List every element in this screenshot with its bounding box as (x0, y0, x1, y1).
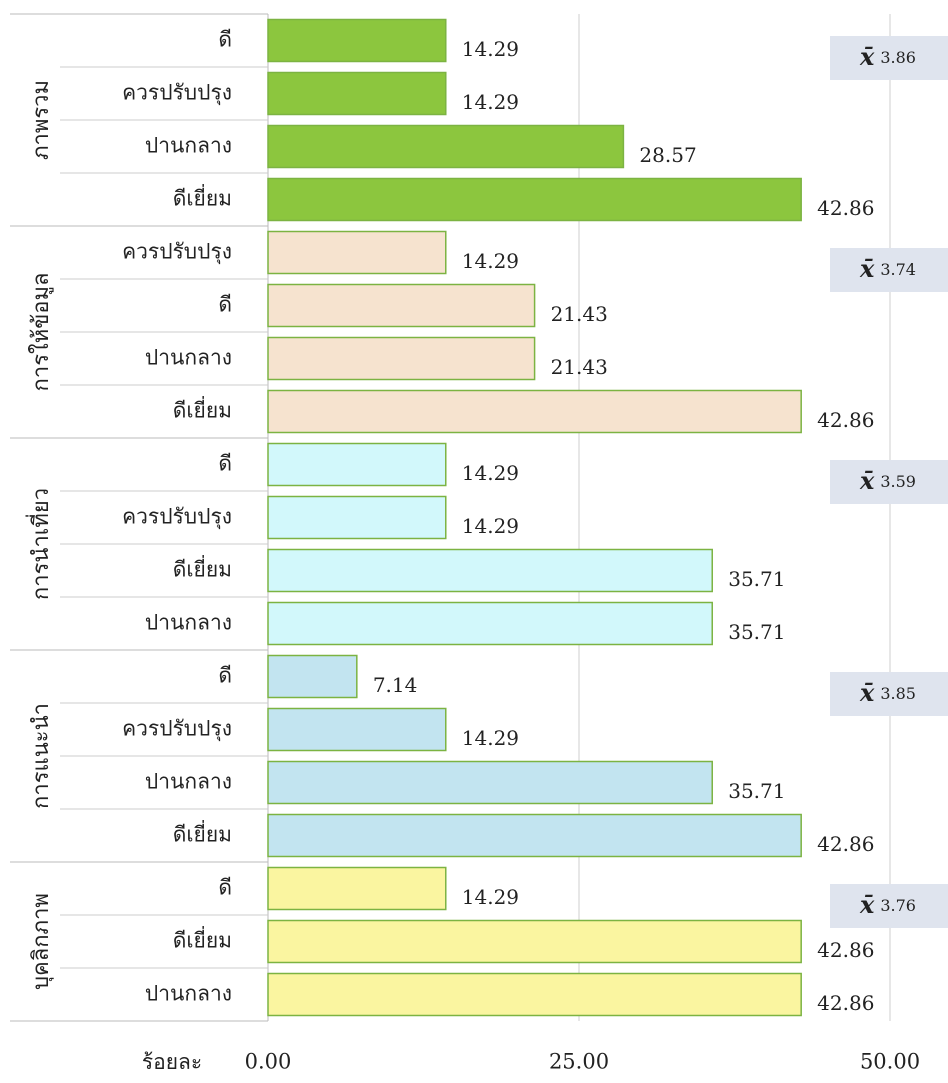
mean-badge (830, 672, 948, 716)
bar (267, 18, 447, 63)
bar (267, 707, 447, 752)
bar (267, 124, 625, 169)
bar (267, 548, 713, 593)
value-label: 42.86 (817, 991, 874, 1015)
mean-symbol: x̄ (859, 678, 875, 707)
mean-value: 3.86 (880, 48, 916, 67)
bar (267, 283, 536, 328)
bar (267, 389, 802, 434)
category-label: ดีเยี่ยม (173, 820, 232, 847)
bar (267, 336, 536, 381)
category-label: ปานกลาง (145, 982, 232, 1006)
value-label: 42.86 (817, 938, 874, 962)
mean-badge (830, 460, 948, 504)
x-tick-label: 50.00 (860, 1050, 920, 1074)
x-tick-label: 0.00 (245, 1050, 292, 1074)
category-label: ปานกลาง (145, 346, 232, 370)
value-label: 35.71 (728, 567, 785, 591)
category-label: ดีเยี่ยม (173, 184, 232, 211)
mean-value: 3.59 (880, 472, 916, 491)
category-label: ควรปรับปรุง (122, 81, 232, 106)
bar (267, 919, 802, 964)
value-label: 14.29 (462, 90, 519, 114)
x-axis-label: ร้อยละ (142, 1050, 202, 1074)
bar (267, 71, 447, 116)
mean-value: 3.76 (880, 896, 916, 915)
mean-label: x̄ 3.74 (859, 254, 916, 283)
value-label: 14.29 (462, 37, 519, 61)
mean-label: x̄ 3.85 (859, 678, 916, 707)
bar (267, 654, 358, 699)
bar (267, 760, 713, 805)
category-label: ดี (218, 876, 232, 900)
value-label: 35.71 (728, 620, 785, 644)
value-label: 14.29 (462, 885, 519, 909)
mean-value: 3.74 (880, 260, 916, 279)
category-label: ดี (218, 28, 232, 52)
category-label: ปานกลาง (145, 611, 232, 635)
value-label: 42.86 (817, 408, 874, 432)
value-label: 14.29 (462, 514, 519, 538)
mean-symbol: x̄ (859, 254, 875, 283)
category-label: ควรปรับปรุง (122, 717, 232, 742)
category-label: ดีเยี่ยม (173, 396, 232, 423)
mean-badge (830, 884, 948, 928)
mean-label: x̄ 3.59 (859, 466, 916, 495)
value-label: 21.43 (551, 355, 608, 379)
category-label: ควรปรับปรุง (122, 240, 232, 265)
mean-symbol: x̄ (859, 890, 875, 919)
bar (267, 813, 802, 858)
x-tick-label: 25.00 (549, 1050, 609, 1074)
category-label: ปานกลาง (145, 134, 232, 158)
bar (267, 601, 713, 646)
mean-symbol: x̄ (859, 42, 875, 71)
group-label: การแนะนำ (29, 703, 54, 809)
mean-badge (830, 36, 948, 80)
bar (267, 442, 447, 487)
mean-symbol: x̄ (859, 466, 875, 495)
mean-label: x̄ 3.76 (859, 890, 916, 919)
group-label: บุคลิกภาพ (29, 893, 54, 990)
group-label: การนำเที่ยว (25, 488, 54, 600)
mean-label: x̄ 3.86 (859, 42, 916, 71)
bar (267, 177, 802, 222)
value-label: 28.57 (639, 143, 696, 167)
value-label: 42.86 (817, 196, 874, 220)
group-label: ภาพรวม (29, 80, 54, 160)
category-label: ดีเยี่ยม (173, 555, 232, 582)
value-label: 14.29 (462, 461, 519, 485)
bar (267, 230, 447, 275)
bar (267, 972, 802, 1017)
value-label: 7.14 (373, 673, 418, 697)
bar (267, 495, 447, 540)
value-label: 35.71 (728, 779, 785, 803)
category-label: ควรปรับปรุง (122, 505, 232, 530)
category-label: ดี (218, 452, 232, 476)
category-label: ดีเยี่ยม (173, 926, 232, 953)
group-label: การให้ข้อมูล (28, 273, 54, 392)
value-label: 14.29 (462, 726, 519, 750)
category-label: ดี (218, 293, 232, 317)
value-label: 14.29 (462, 249, 519, 273)
category-label: ดี (218, 664, 232, 688)
bar (267, 866, 447, 911)
value-label: 42.86 (817, 832, 874, 856)
category-label: ปานกลาง (145, 770, 232, 794)
mean-value: 3.85 (880, 684, 916, 703)
mean-badge (830, 248, 948, 292)
value-label: 21.43 (551, 302, 608, 326)
